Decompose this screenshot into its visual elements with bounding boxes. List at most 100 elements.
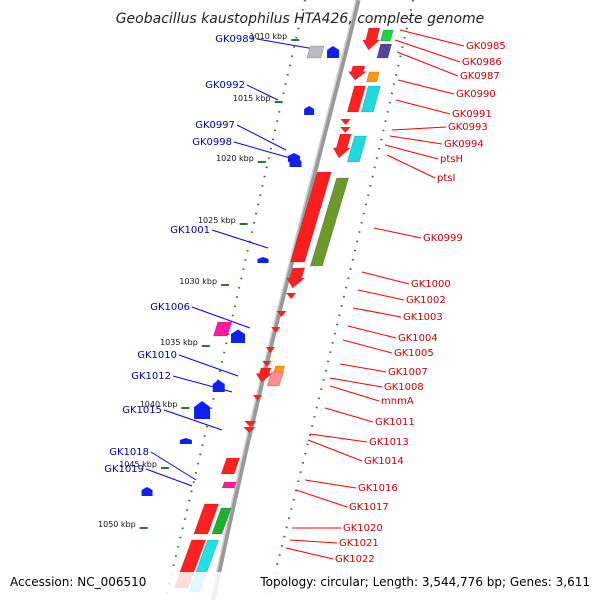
gene-label[interactable]: GK1007: [388, 367, 428, 378]
gene-label[interactable]: GK1010: [137, 350, 177, 361]
gene-leader-line: [246, 84, 279, 101]
gene-label[interactable]: GK1008: [384, 382, 424, 393]
gene-leader-line: [397, 79, 455, 95]
gene-leader-line: [395, 99, 451, 115]
gene-block: [286, 267, 306, 289]
gene-leader-line: [304, 479, 357, 489]
gene-chevron: [340, 119, 351, 125]
gene-leader-line: [391, 126, 447, 131]
gene-leader-line: [307, 439, 363, 462]
gene-block: [211, 507, 232, 535]
gene-arrow: [141, 487, 153, 496]
gene-leader-line: [347, 325, 397, 339]
gene-label[interactable]: GK0999: [423, 233, 463, 244]
gene-label[interactable]: GK1021: [339, 538, 379, 549]
gene-label[interactable]: GK0991: [452, 109, 492, 120]
genome-backbone-highlight: [210, 0, 357, 600]
gene-leader-line: [396, 51, 459, 77]
gene-leader-line: [295, 489, 348, 508]
gene-label[interactable]: GK1014: [364, 456, 404, 467]
gene-label[interactable]: GK1005: [394, 348, 434, 359]
gene-label[interactable]: GK1019: [104, 464, 144, 475]
gene-chevron: [276, 311, 287, 317]
gene-label[interactable]: GK0994: [444, 139, 484, 150]
gene-block: [332, 133, 352, 159]
gene-label[interactable]: GK0986: [462, 57, 502, 68]
gene-label[interactable]: GK1012: [131, 371, 171, 382]
gene-leader-line: [384, 144, 439, 160]
gene-block: [266, 371, 285, 387]
accession-label: Accession: NC_006510: [10, 575, 146, 589]
gene-label[interactable]: ptsH: [440, 154, 463, 165]
kbp-tick-label: 1010 kbp: [250, 32, 288, 41]
topology-label: Topology: circular; Length: 3,544,776 bp…: [259, 575, 590, 589]
gene-leader-line: [191, 306, 251, 329]
gene-label[interactable]: GK0987: [460, 71, 500, 82]
gene-label[interactable]: GK1022: [335, 554, 375, 565]
gene-leader-line: [339, 363, 387, 373]
gene-label[interactable]: GK1006: [150, 302, 190, 313]
gene-arrow: [212, 380, 225, 392]
gene-label[interactable]: GK0985: [466, 41, 506, 52]
kbp-tick-label: 1045 kbp: [119, 460, 157, 469]
gene-leader-line: [324, 407, 374, 423]
gene-label[interactable]: GK1018: [109, 447, 149, 458]
gene-label[interactable]: GK1003: [403, 312, 443, 323]
gene-leader-line: [361, 271, 410, 285]
gene-arrow: [304, 106, 315, 115]
gene-label[interactable]: GK1002: [406, 295, 446, 306]
gene-block: [380, 29, 394, 42]
gene-chevron: [340, 127, 351, 133]
gene-label[interactable]: GK0992: [205, 80, 245, 91]
gene-label[interactable]: GK1000: [411, 279, 451, 290]
gene-chevron: [262, 361, 272, 367]
gene-leader-line: [399, 29, 465, 47]
gene-arrow: [257, 257, 269, 263]
gene-leader-line: [163, 409, 223, 431]
gene-arrow: [179, 438, 192, 444]
gene-leader-line: [352, 307, 402, 318]
gene-leader-line: [145, 468, 193, 487]
gene-chevron: [271, 327, 281, 333]
gene-block: [193, 503, 220, 535]
gene-label[interactable]: GK1013: [369, 437, 409, 448]
map-title: Geobacillus kaustophilus HTA426, complet…: [116, 11, 485, 27]
gene-leader-line: [285, 547, 334, 560]
gene-label[interactable]: GK1015: [122, 405, 162, 416]
gene-label[interactable]: GK1001: [170, 225, 210, 236]
gene-leader-line: [342, 339, 393, 354]
right-ruler: [267, 0, 414, 600]
gene-block: [306, 45, 325, 59]
gene-label[interactable]: mnmA: [381, 396, 414, 407]
gene-label[interactable]: GK0993: [448, 122, 488, 133]
gene-label[interactable]: GK0990: [456, 89, 496, 100]
gene-block: [360, 85, 381, 113]
gene-arrow: [289, 158, 302, 167]
gene-leader-line: [289, 539, 338, 544]
gene-label[interactable]: GK0997: [195, 120, 235, 131]
gene-leader-line: [394, 39, 461, 63]
gene-label[interactable]: GK1004: [398, 333, 438, 344]
gene-block: [366, 71, 380, 83]
gene-block: [362, 27, 381, 51]
gene-label[interactable]: GK1017: [349, 502, 389, 513]
gene-chevron: [244, 421, 257, 427]
gene-label[interactable]: GK1016: [358, 483, 398, 494]
kbp-tick-label: 1020 kbp: [216, 154, 254, 163]
kbp-tick-label: 1050 kbp: [98, 520, 136, 529]
gene-label[interactable]: GK0998: [192, 137, 232, 148]
gene-label[interactable]: GK0989: [215, 34, 255, 45]
gene-block: [347, 65, 368, 81]
gene-leader-line: [236, 124, 287, 151]
gene-chevron: [286, 293, 297, 299]
gene-leader-line: [389, 135, 443, 145]
gene-arrow: [231, 329, 246, 343]
gene-label[interactable]: ptsI: [437, 173, 455, 184]
gene-leader-line: [329, 377, 383, 388]
gene-chevron: [243, 427, 256, 433]
gene-block: [212, 321, 233, 337]
gene-label[interactable]: GK1011: [375, 417, 415, 428]
gene-leader-line: [329, 385, 380, 402]
footer-backdrop: [0, 572, 600, 600]
gene-label[interactable]: GK1020: [343, 523, 383, 534]
